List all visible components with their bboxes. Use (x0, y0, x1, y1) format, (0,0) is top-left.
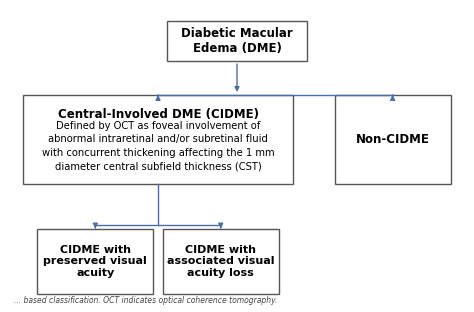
FancyBboxPatch shape (167, 22, 307, 61)
Text: Diabetic Macular
Edema (DME): Diabetic Macular Edema (DME) (181, 27, 293, 55)
Text: CIDME with
preserved visual
acuity: CIDME with preserved visual acuity (44, 245, 147, 278)
FancyBboxPatch shape (163, 229, 279, 294)
Text: Central-Involved DME (CIDME): Central-Involved DME (CIDME) (57, 108, 258, 121)
Text: Non-CIDME: Non-CIDME (356, 133, 429, 146)
FancyBboxPatch shape (23, 95, 293, 183)
Text: Defined by OCT as foveal involvement of
abnormal intraretinal and/or subretinal : Defined by OCT as foveal involvement of … (42, 121, 274, 172)
FancyBboxPatch shape (37, 229, 154, 294)
Text: ... based classification. OCT indicates optical coherence tomography.: ... based classification. OCT indicates … (14, 296, 277, 305)
Text: CIDME with
associated visual
acuity loss: CIDME with associated visual acuity loss (167, 245, 274, 278)
FancyBboxPatch shape (335, 95, 451, 183)
